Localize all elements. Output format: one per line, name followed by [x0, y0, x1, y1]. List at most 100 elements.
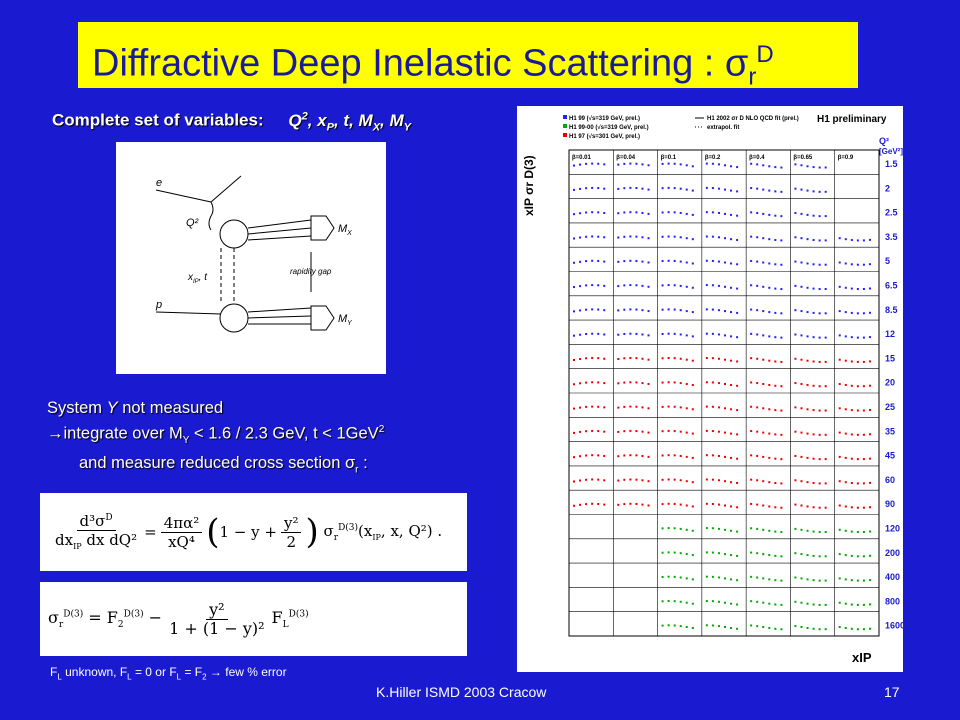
data-point [868, 530, 871, 533]
data-point [629, 162, 632, 165]
data-point [591, 162, 594, 165]
system-line-1: System Y not measured [47, 399, 224, 417]
data-point [705, 478, 708, 481]
data-point [812, 190, 815, 193]
data-point [623, 308, 626, 311]
data-point [800, 553, 803, 556]
data-point [573, 213, 575, 216]
data-point [768, 578, 771, 581]
data-point [679, 309, 682, 312]
data-point [691, 238, 694, 241]
data-point [673, 478, 676, 481]
data-point [679, 211, 682, 214]
data-point [862, 579, 865, 582]
data-point [806, 165, 809, 168]
data-point [667, 308, 670, 311]
data-point [647, 455, 650, 458]
data-point [736, 263, 739, 266]
data-point [850, 263, 853, 266]
data-point [850, 579, 853, 582]
data-point [685, 528, 688, 531]
data-point [838, 237, 841, 240]
data-point [862, 555, 865, 558]
data-point [868, 238, 871, 241]
data-point [756, 309, 759, 312]
data-point [730, 311, 733, 314]
beta-label: β=0.9 [838, 155, 854, 161]
data-point [673, 430, 676, 433]
data-point [768, 165, 771, 168]
data-point [762, 431, 765, 434]
data-point [617, 382, 620, 385]
data-point [705, 284, 708, 287]
plot-header: H1 preliminary [817, 114, 887, 125]
data-point [623, 478, 626, 481]
data-point [856, 288, 859, 291]
plot-points [573, 162, 871, 631]
data-point [679, 333, 682, 336]
data-point [623, 187, 626, 190]
data-point [667, 527, 670, 530]
data-point [794, 552, 797, 555]
data-point [673, 211, 676, 214]
data-point [818, 409, 821, 412]
system-line-3: and measure reduced cross section σr : [79, 453, 368, 476]
data-point [844, 432, 847, 435]
data-point [800, 188, 803, 191]
data-point [647, 334, 650, 337]
data-point [730, 578, 733, 581]
data-point [794, 284, 797, 287]
data-point [768, 262, 771, 265]
data-point [862, 312, 865, 315]
data-point [647, 407, 650, 410]
data-point [591, 332, 594, 335]
data-point [705, 527, 708, 530]
legend-marker [563, 115, 567, 119]
data-point [862, 530, 865, 533]
data-point [691, 383, 694, 386]
data-point [617, 333, 620, 336]
data-point [774, 481, 777, 484]
data-point [724, 334, 726, 337]
data-point [691, 335, 694, 338]
data-point [705, 211, 708, 214]
data-point [667, 186, 670, 189]
data-point [750, 308, 753, 311]
data-point [579, 382, 582, 385]
data-point [724, 358, 726, 361]
data-point [685, 407, 688, 410]
data-point [774, 287, 777, 290]
data-point [717, 357, 720, 360]
data-point [818, 482, 821, 485]
data-point [862, 385, 865, 388]
data-point [730, 335, 733, 338]
data-point [724, 261, 726, 264]
data-point [806, 554, 809, 557]
data-point [641, 333, 644, 336]
data-point [585, 260, 588, 263]
data-point [623, 260, 626, 263]
data-point [768, 554, 771, 557]
data-point [856, 531, 859, 534]
data-point [850, 627, 853, 630]
q2-header: Q² [879, 136, 889, 146]
data-point [736, 238, 739, 241]
data-point [579, 309, 582, 312]
data-point [679, 503, 682, 506]
beta-label: β=0.01 [572, 155, 592, 161]
data-point [585, 357, 588, 360]
data-point [661, 187, 664, 190]
data-point [850, 409, 853, 412]
data-point [705, 405, 708, 408]
data-point [730, 286, 733, 289]
data-point [824, 506, 827, 509]
data-point [717, 284, 720, 287]
data-point [850, 433, 853, 436]
data-point [573, 480, 575, 483]
data-point [750, 187, 753, 190]
data-point [685, 480, 688, 483]
data-point [862, 458, 865, 461]
data-point [824, 215, 827, 218]
data-point [591, 308, 594, 311]
data-point [806, 262, 809, 265]
